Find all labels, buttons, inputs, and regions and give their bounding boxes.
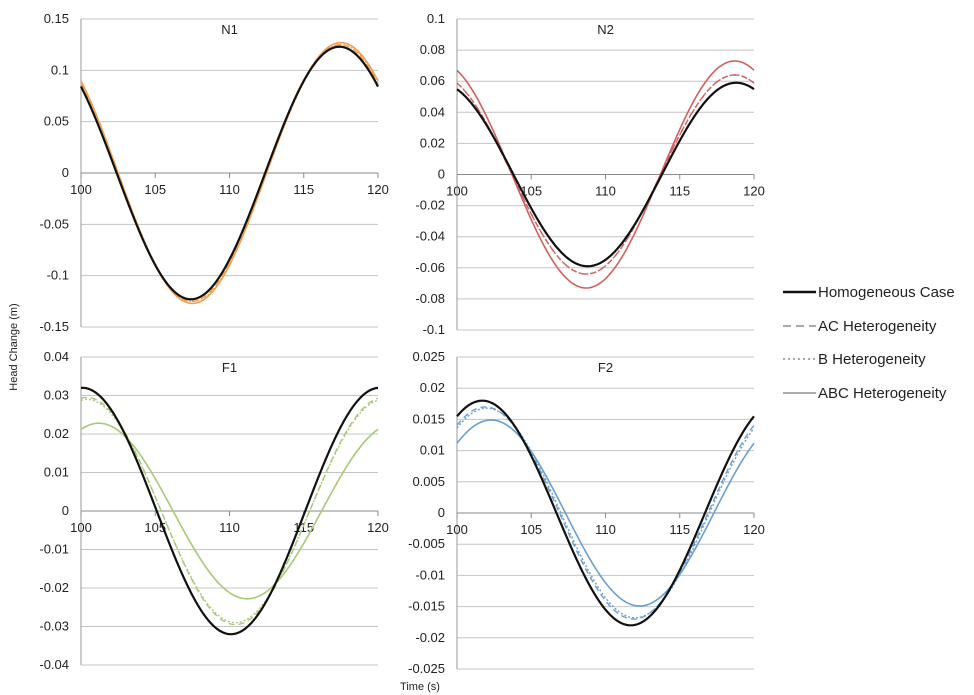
y-tick-label: 0.02 — [420, 380, 445, 395]
y-tick-label: 0.08 — [420, 42, 445, 57]
y-tick-label: 0.1 — [427, 11, 445, 26]
y-tick-label: -0.01 — [415, 567, 445, 582]
y-tick-label: 0.15 — [44, 11, 69, 26]
panel-n1: 0.15 0.1 0.05 0 -0.05 -0.1 -0.15 100 105 110 115 12… — [39, 11, 388, 334]
y-tick-label: -0.02 — [415, 198, 445, 213]
x-tick-label: 105 — [520, 184, 542, 199]
series-line-homogeneous-case — [80, 45, 379, 301]
y-tick-label: 0.02 — [420, 135, 445, 150]
x-tick-label: 110 — [219, 182, 240, 197]
legend-label-b: B Heterogeneity — [818, 351, 926, 368]
x-tick-label: 105 — [520, 522, 542, 537]
y-tick-label: 0.01 — [44, 465, 69, 480]
x-tick-label: 100 — [446, 184, 468, 199]
panel-n2: 0.1 0.08 0.06 0.04 0.02 0 -0.02 -0.04 -0.06 -0.08… — [415, 11, 764, 337]
panel-f2: 0.025 0.02 0.015 0.01 0.005 0 -0.005 -0.01 -0.01… — [408, 349, 765, 676]
x-tick-label: 120 — [367, 520, 389, 535]
y-tick-label: 0.02 — [44, 426, 69, 441]
x-tick-label: 115 — [293, 182, 314, 197]
x-tick-label: 110 — [595, 522, 616, 537]
y-tick-label: -0.005 — [408, 536, 445, 551]
series-line-abc-heterogeneity — [456, 419, 755, 607]
y-tick-label: 0.04 — [420, 104, 445, 119]
panel-title: F1 — [222, 360, 237, 375]
y-tick-label: 0 — [438, 167, 445, 182]
panels: 0.15 0.1 0.05 0 -0.05 -0.1 -0.15 100 105 110 115 12… — [39, 11, 764, 676]
x-tick-label: 105 — [144, 182, 166, 197]
series-line-homogeneous-case — [456, 399, 755, 627]
series-line-b-heterogeneity — [80, 398, 379, 624]
y-tick-label: -0.01 — [39, 542, 69, 557]
y-tick-label: -0.1 — [47, 268, 69, 283]
series-line-homogeneous-case — [80, 386, 379, 636]
y-tick-label: -0.06 — [415, 260, 445, 275]
legend-label-ac: AC Heterogeneity — [818, 318, 937, 335]
y-tick-label: 0.04 — [44, 349, 69, 364]
y-tick-label: 0.015 — [412, 411, 445, 426]
y-tick-label: -0.04 — [415, 229, 445, 244]
panel-f1: 0.04 0.03 0.02 0.01 0 -0.01 -0.02 -0.03 -0.04 100… — [39, 349, 388, 672]
y-axis-label: Head Change (m) — [8, 303, 20, 390]
x-axis-label: Time (s) — [400, 681, 440, 693]
y-tick-label: -0.15 — [39, 319, 69, 334]
y-tick-label: 0 — [62, 165, 69, 180]
y-tick-label: -0.02 — [415, 630, 445, 645]
y-tick-label: -0.04 — [39, 657, 69, 672]
x-tick-label: 120 — [743, 184, 765, 199]
legend: Homogeneous Case AC Heterogeneity B Hete… — [783, 284, 955, 402]
series-line-b-heterogeneity — [456, 407, 755, 619]
y-tick-label: 0.005 — [412, 474, 445, 489]
panel-title: F2 — [598, 360, 613, 375]
y-tick-label: -0.02 — [39, 580, 69, 595]
y-tick-label: 0.06 — [420, 73, 445, 88]
legend-label-homogeneous: Homogeneous Case — [818, 284, 955, 301]
x-tick-label: 120 — [743, 522, 765, 537]
legend-label-abc: ABC Heterogeneity — [818, 385, 947, 402]
x-tick-label: 110 — [595, 184, 616, 199]
y-tick-label: 0.03 — [44, 388, 69, 403]
y-tick-label: -0.05 — [39, 216, 69, 231]
panel-title: N1 — [221, 22, 238, 37]
x-tick-label: 100 — [70, 182, 92, 197]
y-tick-label: 0 — [62, 503, 69, 518]
panel-title: N2 — [597, 22, 614, 37]
y-tick-label: -0.03 — [39, 619, 69, 634]
x-tick-label: 110 — [219, 520, 240, 535]
y-tick-label: -0.1 — [423, 322, 445, 337]
y-tick-label: 0.01 — [420, 443, 445, 458]
x-tick-label: 115 — [669, 184, 690, 199]
y-tick-label: -0.08 — [415, 291, 445, 306]
x-tick-label: 120 — [367, 182, 389, 197]
y-tick-label: 0.05 — [44, 114, 69, 129]
series-line-homogeneous-case — [456, 81, 755, 268]
y-tick-label: -0.025 — [408, 661, 445, 676]
y-tick-label: 0.025 — [412, 349, 445, 364]
series-line-b-heterogeneity — [456, 74, 755, 275]
x-tick-label: 100 — [446, 522, 468, 537]
y-tick-label: 0 — [438, 505, 445, 520]
y-tick-label: -0.015 — [408, 599, 445, 614]
y-tick-label: 0.1 — [51, 62, 69, 77]
x-tick-label: 115 — [669, 522, 690, 537]
x-tick-label: 100 — [70, 520, 92, 535]
